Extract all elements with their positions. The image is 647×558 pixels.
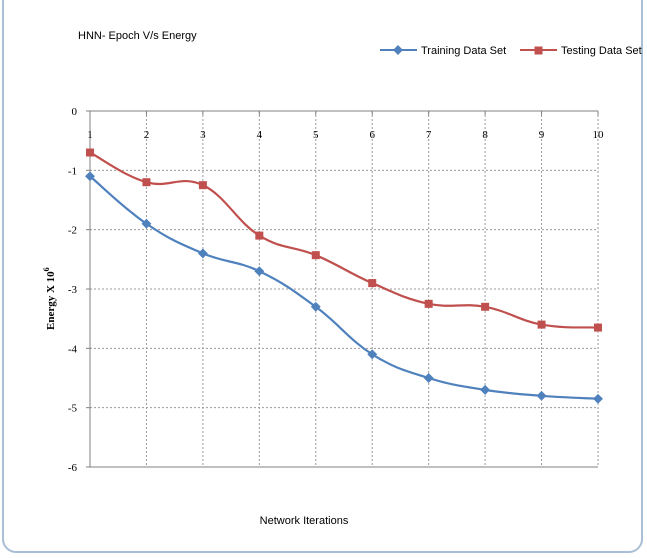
x-axis-label: Network Iterations [260, 515, 349, 527]
data-point-testing [142, 178, 151, 187]
series-line-testing [89, 151, 599, 329]
y-tick-label: -4 [68, 343, 78, 355]
x-tick-label: 3 [200, 129, 206, 141]
y-tick-label: -5 [68, 403, 78, 415]
data-point-training [85, 171, 95, 182]
x-tick-label: 5 [313, 129, 319, 141]
y-tick-label: -6 [68, 462, 78, 474]
chart-title: HNN- Epoch V/s Energy [78, 30, 197, 42]
data-point-testing [255, 231, 264, 240]
plot-area: 0 -1 -2 -3 -4 -5 -6 1 2 3 4 5 6 7 8 9 10 [68, 106, 604, 474]
data-point-testing [86, 148, 94, 157]
data-point-training [367, 349, 378, 360]
legend-item-training: Training Data Set [380, 45, 506, 57]
data-point-testing [311, 251, 320, 260]
legend-label-training: Training Data Set [421, 45, 506, 57]
x-tick-label: 2 [144, 129, 150, 141]
x-tick-label: 7 [426, 129, 432, 141]
legend-marker-testing [534, 46, 543, 55]
legend-label-testing: Testing Data Set [561, 45, 642, 57]
data-point-training [254, 266, 265, 277]
data-point-testing [368, 279, 377, 288]
data-point-training [536, 390, 547, 401]
data-point-training [423, 373, 434, 383]
x-tick-label: 9 [539, 129, 545, 141]
y-tick-label: -1 [68, 165, 77, 177]
data-point-training [197, 248, 208, 259]
x-tick-label: 10 [593, 129, 605, 141]
series-line-training [89, 175, 599, 400]
data-point-testing [481, 302, 490, 311]
data-point-training [480, 384, 491, 395]
data-point-training [310, 301, 321, 312]
data-point-testing [424, 299, 433, 308]
legend: Training Data Set Testing Data Set [380, 45, 642, 57]
y-axis-label: Energy X 106 [42, 267, 57, 330]
data-point-training [593, 393, 603, 404]
x-tick-label: 6 [369, 129, 375, 141]
data-point-testing [594, 323, 602, 332]
legend-marker-training [393, 45, 403, 55]
y-tick-label: -3 [68, 284, 78, 296]
data-point-testing [198, 181, 207, 190]
legend-item-testing: Testing Data Set [520, 45, 642, 57]
x-tick-label: 4 [257, 129, 263, 141]
x-tick-label: 8 [482, 129, 488, 141]
data-point-testing [537, 320, 546, 329]
data-point-training [141, 218, 152, 229]
y-tick-label: -2 [68, 225, 77, 237]
x-tick-label: 1 [87, 129, 93, 141]
y-tick-label: 0 [72, 106, 78, 118]
